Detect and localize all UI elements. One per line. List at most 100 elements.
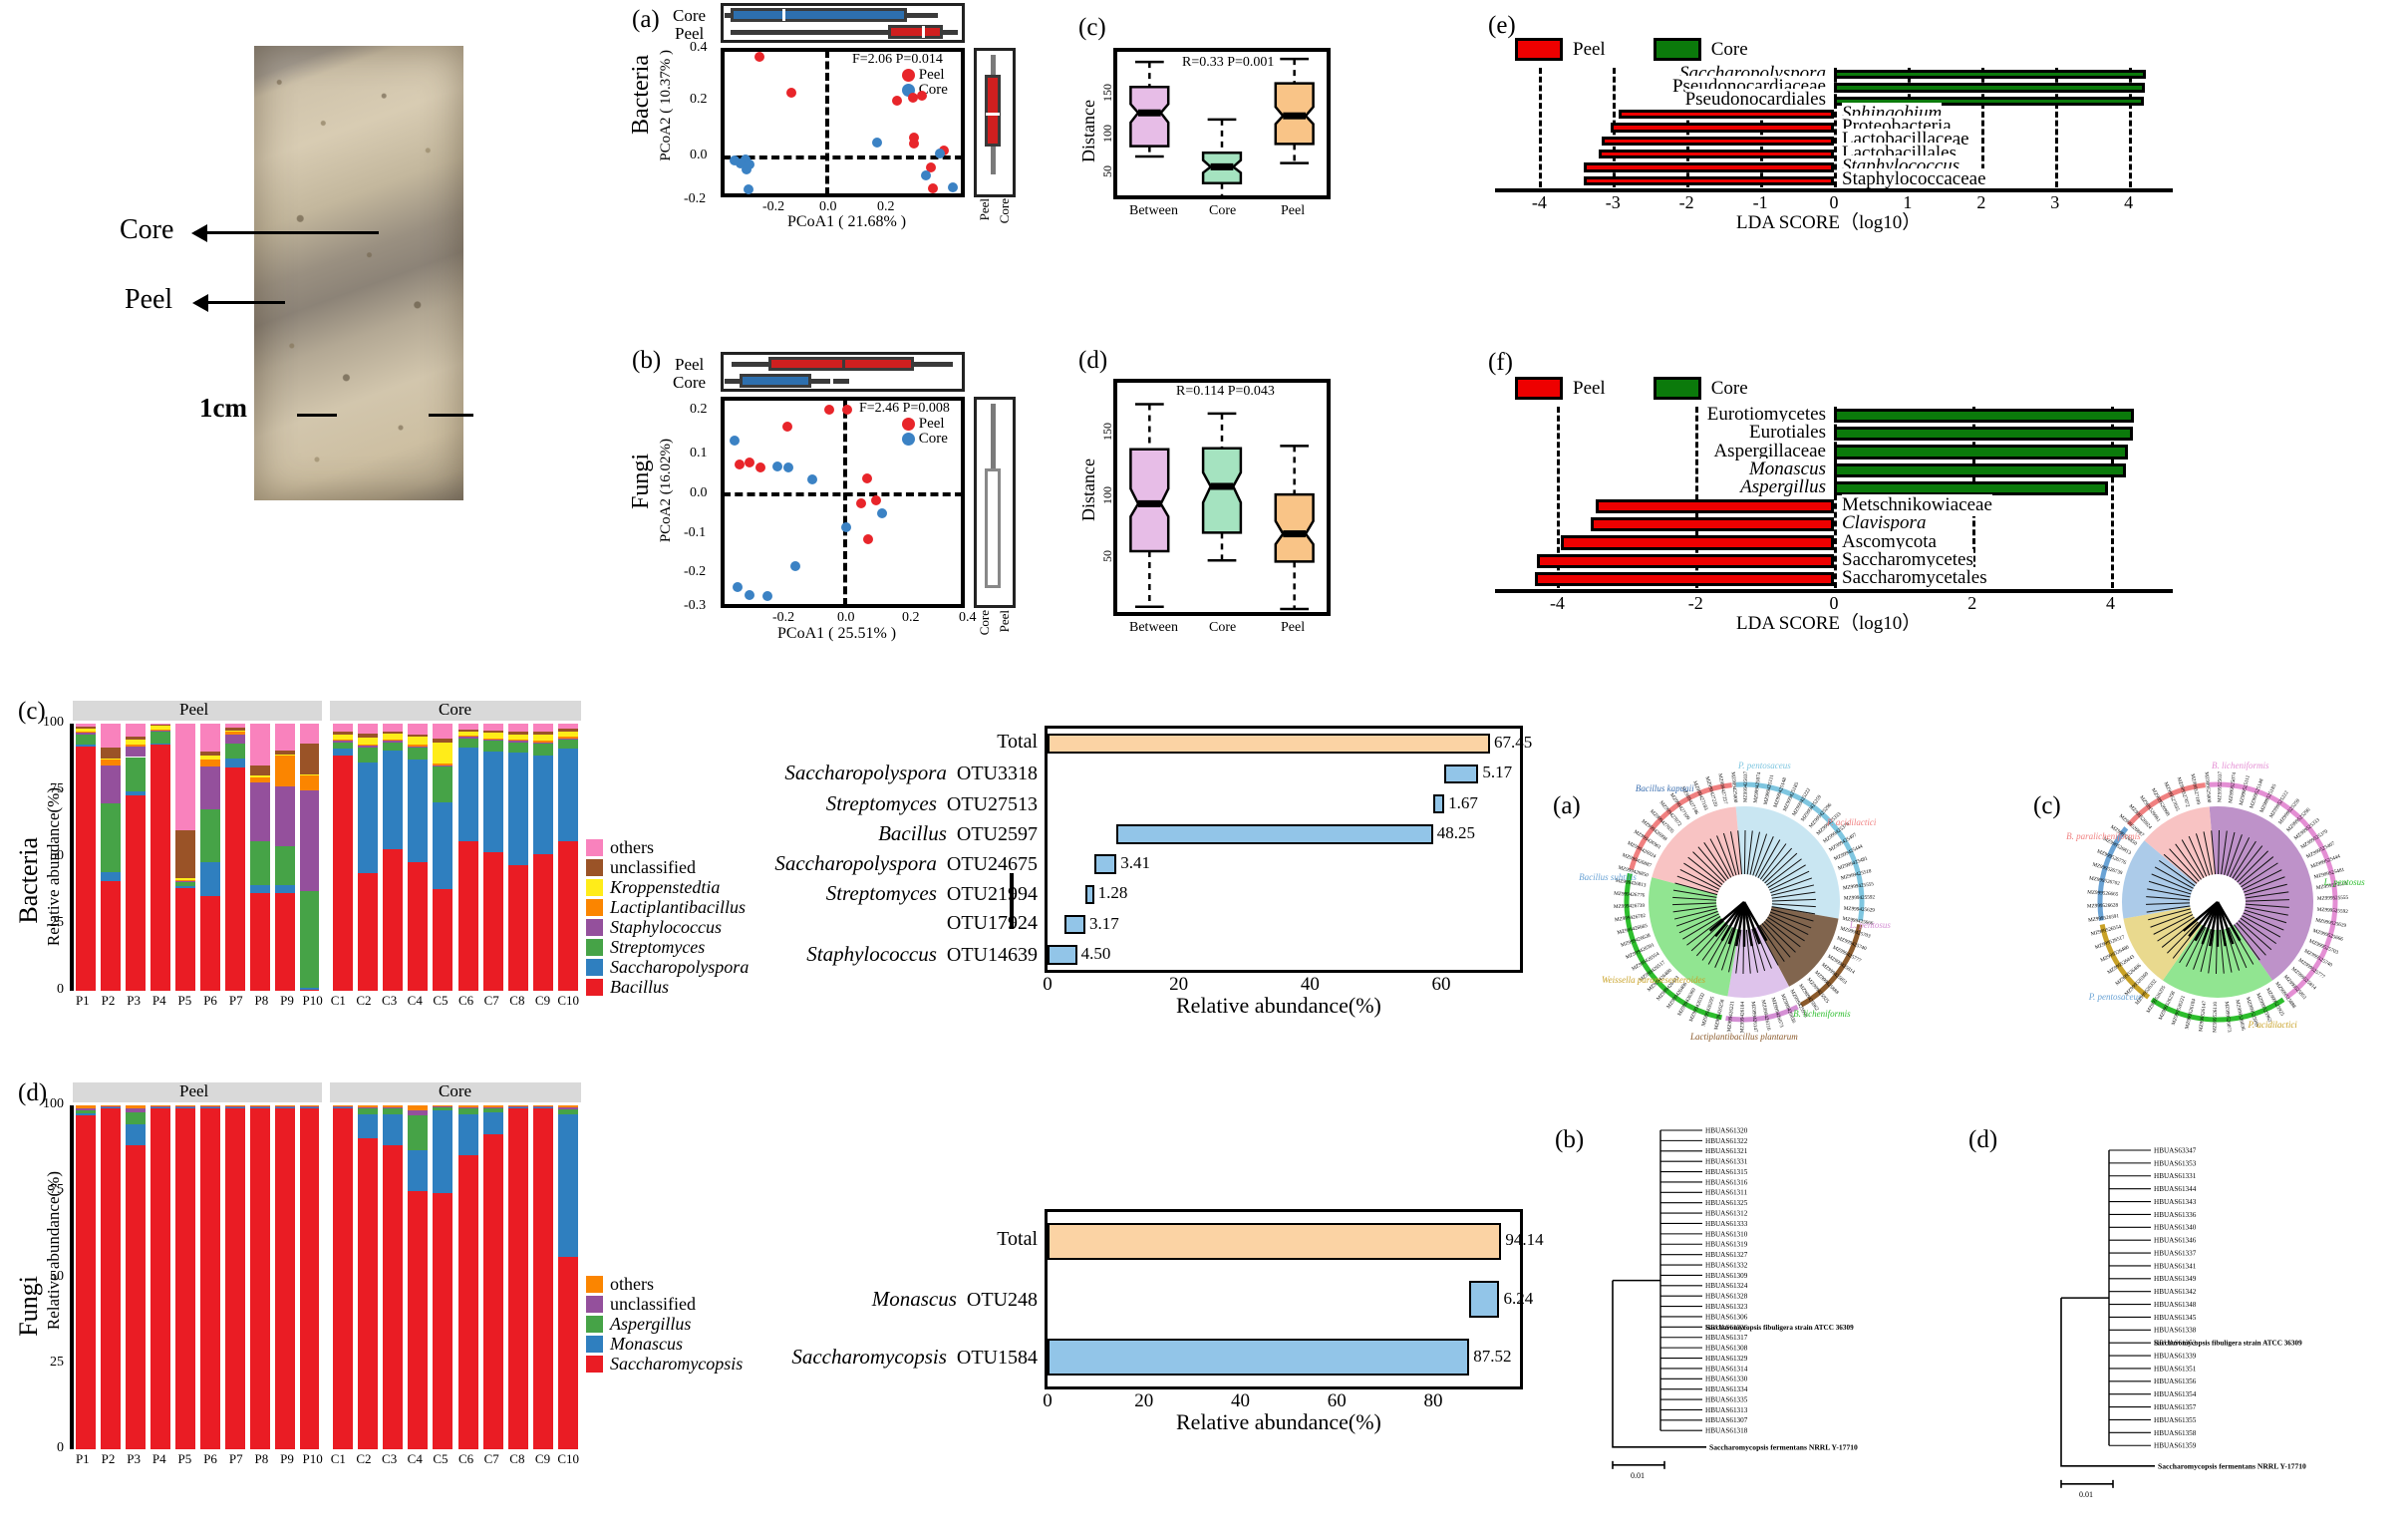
otu-bar [1085,884,1094,905]
stack-segment [126,740,147,746]
svg-text:MZ999525074: MZ999525074 [2228,771,2238,803]
lda-e-chart: Saccharopolyspora Pseudonocardiaceae Pseud… [1495,62,2173,191]
sample-label: C2 [356,993,372,1008]
legend-label: Monascus [610,1333,683,1354]
stack-segment [199,1106,220,1108]
ytick-label: 75 [50,781,64,796]
stack-segment [332,756,353,991]
svg-text:HBUAS61339: HBUAS61339 [2154,1352,2197,1360]
lda-xtick: 4 [2106,593,2116,613]
stack-segment [150,744,171,746]
distance-d-stats: R=0.114 P=0.043 [1176,384,1275,399]
stack-segment [357,873,378,991]
stack-segment [175,887,195,991]
svg-text:HBUAS61331: HBUAS61331 [1705,1158,1748,1166]
lda-gridline [2128,68,2132,187]
pcoa-a-top-peel-label: Peel [675,24,705,43]
pcoa-a-xtick-2: 0.2 [877,199,895,214]
stack-segment [507,1108,529,1449]
clade-label: Weissella paramesenteroides [1601,975,1706,986]
otu-row-label: Staphylococcus OTU14639 [806,942,1038,967]
legend-item: unclassified [586,1294,785,1314]
stack-segment [482,740,503,742]
stack-segment [357,748,378,763]
otu-id-label: OTU27513 [946,792,1038,815]
svg-text:HBUAS61344: HBUAS61344 [2154,1185,2197,1193]
svg-text:HBUAS61325: HBUAS61325 [1705,1199,1748,1207]
stack-segment [274,846,295,886]
svg-text:HBUAS61311: HBUAS61311 [1705,1189,1747,1197]
panel-tag-tree-d: (d) [1968,1126,1998,1153]
svg-text:MZ999425000: MZ999425000 [1729,771,1738,803]
clade-label: B. licheniformis [2211,761,2269,771]
stack-segment [224,744,245,759]
scatter-point [786,88,797,99]
otu-id-label: Total [997,731,1038,754]
lda-bar [1599,150,1834,159]
lda-xtick: -3 [1605,192,1621,212]
lda-xtick: -2 [1678,192,1694,212]
lda-xtick: 2 [1967,593,1977,613]
sample-label: C5 [433,993,449,1008]
stack-segment [332,740,353,742]
stack-segment [150,745,171,991]
otu-value-label: 5.17 [1482,763,1513,782]
scatter-point [753,52,764,63]
svg-text:HBUAS61335: HBUAS61335 [1705,1395,1748,1403]
stack-segment [482,1108,503,1112]
stack-segment [175,885,195,888]
pcoa-a-ytick-2: 0.0 [690,148,708,162]
sample-label: P5 [177,993,192,1008]
stack-bacteria-sample-labels: P1 P2 P3 P4 P5 P6 P7 P8 P9 P10 C1 C2 C3 C4 C5 C6 C7 C8 C9 C… [70,993,581,1011]
lda-f-legend-label-core: Core [1710,377,1748,399]
stack-segment [199,1107,220,1449]
panel-tag-tree-b: (b) [1555,1126,1585,1153]
svg-text:HBUAS61312: HBUAS61312 [1705,1209,1748,1217]
otu-row-label: Total [997,731,1038,754]
legend-label: unclassified [610,1293,696,1314]
stack-segment [382,1113,404,1145]
stack-segment [433,1110,453,1193]
scatter-point [927,183,938,194]
clade-label: B. paralicheniformis [2066,831,2141,842]
otu-xtick: 60 [1431,974,1451,995]
otu-id-label: OTU21994 [946,883,1038,906]
legend-label: others [610,1273,654,1294]
otu-row-label: Streptomyces OTU27513 [826,791,1038,816]
sample-label: P4 [151,1451,166,1466]
legend-swatch [586,918,603,936]
scatter-point [855,498,866,508]
legend-label-core: Core [918,431,948,447]
legend-swatch-core [902,433,915,447]
stack-segment [408,748,429,761]
stack-segment [199,752,220,757]
distance-d-cat-1: Core [1209,620,1237,635]
lda-gridline [1557,407,1561,588]
stack-segment [533,742,554,745]
stack-segment [533,1106,554,1108]
sample-label: P7 [228,1451,243,1466]
sample-label: P7 [228,993,243,1008]
stack-segment [76,733,97,735]
otu-xtick: 60 [1327,1390,1347,1411]
stack-segment [357,744,378,746]
stack-segment [433,889,453,991]
svg-text:MZ999427257: MZ999427257 [1716,773,1728,805]
svg-text:HBUAS61326: HBUAS61326 [1705,1324,1748,1332]
stack-segment [274,750,295,755]
distance-c-cat-0: Between [1129,203,1178,218]
lda-f-chart: Eurotiomycetes Eurotiales Aspergillaceae Mo… [1495,404,2173,589]
pcoa-a-vline [825,50,829,195]
ytick-label: 50 [50,1268,64,1284]
svg-text:HBUAS61329: HBUAS61329 [1705,1355,1748,1363]
legend-label: others [610,836,654,857]
lda-e-legend-label-core: Core [1710,38,1748,60]
sample-label: P10 [302,993,323,1008]
otu-genus-label: Saccharopolyspora [784,761,947,785]
pcoa-b-xtick-0: -0.2 [772,610,795,625]
pcoa-b-ytick-4: -0.2 [684,564,707,579]
lda-f-legend-label-peel: Peel [1573,377,1606,399]
stack-segment [533,724,554,733]
svg-text:MZ999525518: MZ999525518 [2316,881,2348,891]
pcoa-b-ytick-5: -0.3 [684,598,707,613]
